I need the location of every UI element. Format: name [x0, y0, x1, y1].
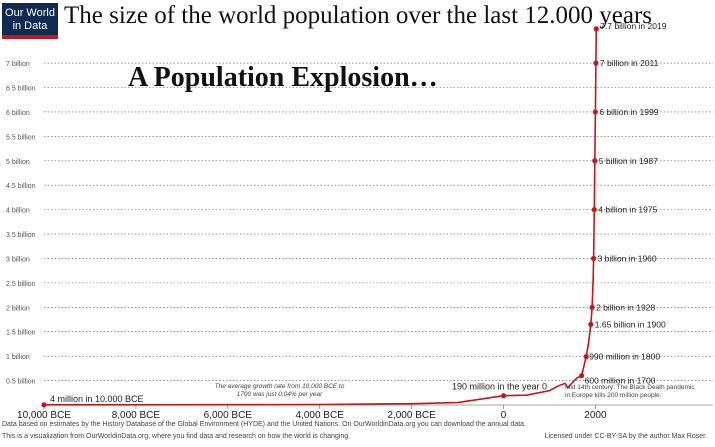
data-point — [593, 60, 599, 66]
x-axis: 10,000 BCE 8,000 BCE 6,000 BCE 4,000 BCE 2,0… — [17, 404, 713, 421]
grid-layer — [44, 62, 713, 381]
data-point-label: 4 million in 10.000 BCE — [50, 394, 144, 404]
y-axis: 0.5 billion 1 billion 1.5 billion 2 billion… — [6, 61, 36, 386]
data-point — [590, 255, 597, 262]
license-note: Licensed under CC-BY-SA by the author Ma… — [544, 433, 707, 440]
x-tick-label: 8,000 BCE — [112, 410, 161, 421]
y-tick-label: 1.5 billion — [6, 330, 36, 337]
y-tick-label: 2.5 billion — [6, 281, 36, 288]
chart-title: The size of the world population over th… — [64, 2, 653, 29]
data-point-label: 1.65 billion in 1900 — [595, 319, 666, 329]
data-point — [579, 373, 585, 379]
x-tick-label: 6,000 BCE — [204, 410, 253, 421]
x-tick-label: 2,000 BCE — [387, 410, 436, 421]
data-point — [592, 158, 598, 164]
data-point — [588, 321, 594, 328]
logo-accent-bar — [2, 35, 58, 39]
data-point-label: 2 billion in 1928 — [596, 302, 655, 312]
data-point-label: 4 billion in 1975 — [598, 205, 657, 215]
y-tick-label: 3 billion — [6, 256, 30, 263]
y-tick-label: 2 billion — [6, 305, 30, 312]
data-point-label: 3 billion in 1960 — [598, 253, 657, 263]
data-point-label: 6 billion in 1999 — [599, 107, 658, 117]
data-point-label: 7.7 billion in 2019 — [600, 21, 666, 31]
data-point — [500, 393, 507, 399]
data-point-label: 600 million in 1700 — [585, 376, 656, 386]
data-point-label: 990 million in 1800 — [589, 352, 660, 362]
data-point — [583, 354, 589, 360]
visualization-note: This is a visualization from OurWorldinD… — [2, 433, 351, 440]
data-point — [591, 207, 597, 213]
logo-line1: Our World — [5, 7, 55, 19]
data-point — [593, 26, 599, 32]
x-tick-label: 0 — [501, 410, 507, 421]
logo-line2: in Data — [12, 20, 48, 32]
x-tick-label: 10,000 BCE — [17, 410, 71, 421]
data-point-label: 190 million in the year 0 — [452, 382, 547, 392]
data-point — [41, 402, 47, 408]
data-point — [589, 304, 595, 310]
milestone-points: 4 million in 10.000 BCE 190 million in th… — [41, 21, 667, 408]
x-tick-label: 4,000 BCE — [296, 410, 345, 421]
data-point-label: 7 billion in 2011 — [600, 58, 659, 68]
y-tick-label: 4.5 billion — [6, 183, 36, 190]
y-tick-label: 4 billion — [6, 208, 30, 215]
x-tick-label: 2000 — [584, 410, 607, 421]
population-line — [44, 28, 598, 406]
population-series — [44, 28, 598, 406]
y-tick-label: 5.5 billion — [6, 134, 36, 141]
y-tick-label: 6.5 billion — [6, 86, 36, 93]
y-tick-label: 6 billion — [6, 110, 30, 117]
y-tick-label: 7 billion — [6, 61, 30, 68]
black-death-note: Mid 14th century: The Black Death pandem… — [565, 384, 695, 399]
data-point — [592, 109, 598, 115]
growth-rate-note: The average growth rate from 10,000 BCE … — [214, 383, 345, 398]
owid-logo: Our World in Data — [2, 3, 58, 39]
source-note: Data based on estimates by the History D… — [2, 421, 526, 428]
y-tick-label: 1 billion — [6, 354, 30, 361]
chart-headline: A Population Explosion… — [128, 62, 438, 93]
y-tick-label: 0.5 billion — [6, 379, 36, 386]
data-point-label: 5 billion in 1987 — [599, 156, 658, 166]
y-tick-label: 5 billion — [6, 159, 30, 166]
y-tick-label: 3.5 billion — [6, 232, 36, 239]
